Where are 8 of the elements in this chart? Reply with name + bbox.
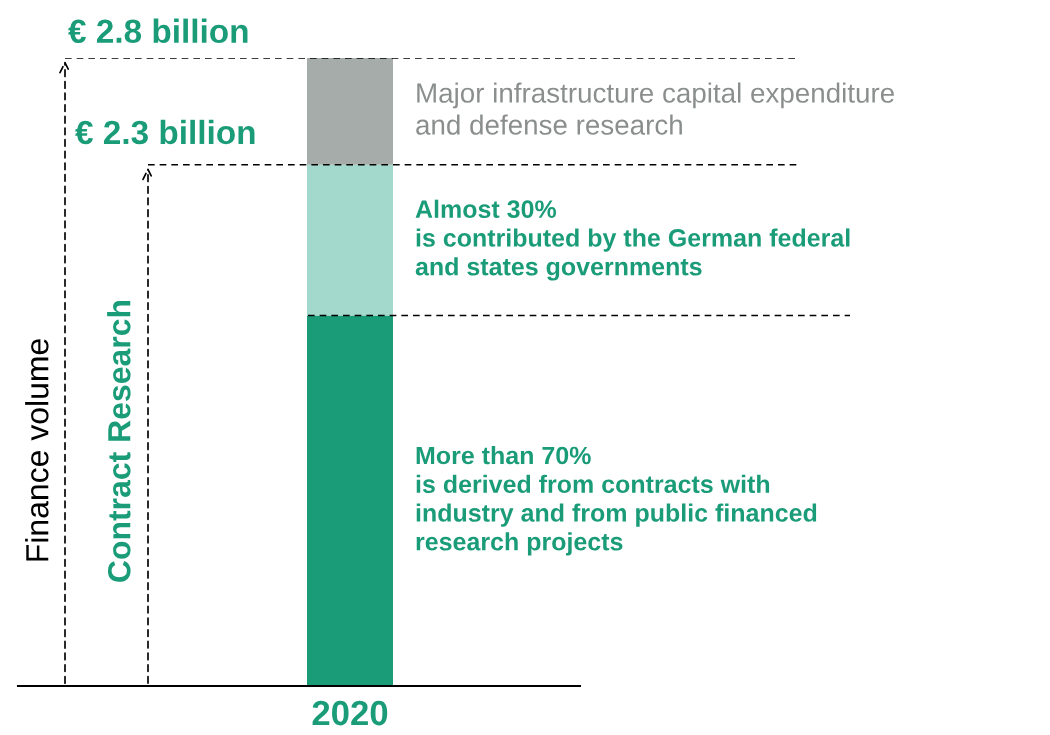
series-label: More than 70% is derived from contracts with industry and from public financed research projects [416, 445, 817, 556]
x-tick-label: 2020 [312, 700, 388, 726]
series-label: Major infrastructure capital expenditure and defense research [416, 82, 894, 135]
ref-line-label: € 2.3 billion [75, 119, 255, 145]
ref-line-label: € 2.8 billion [68, 18, 248, 44]
text: Finance volume [25, 339, 49, 561]
series-label: Almost 30% is contributed by the German federal and states governments [415, 199, 850, 281]
text: Contract Research [107, 301, 131, 582]
